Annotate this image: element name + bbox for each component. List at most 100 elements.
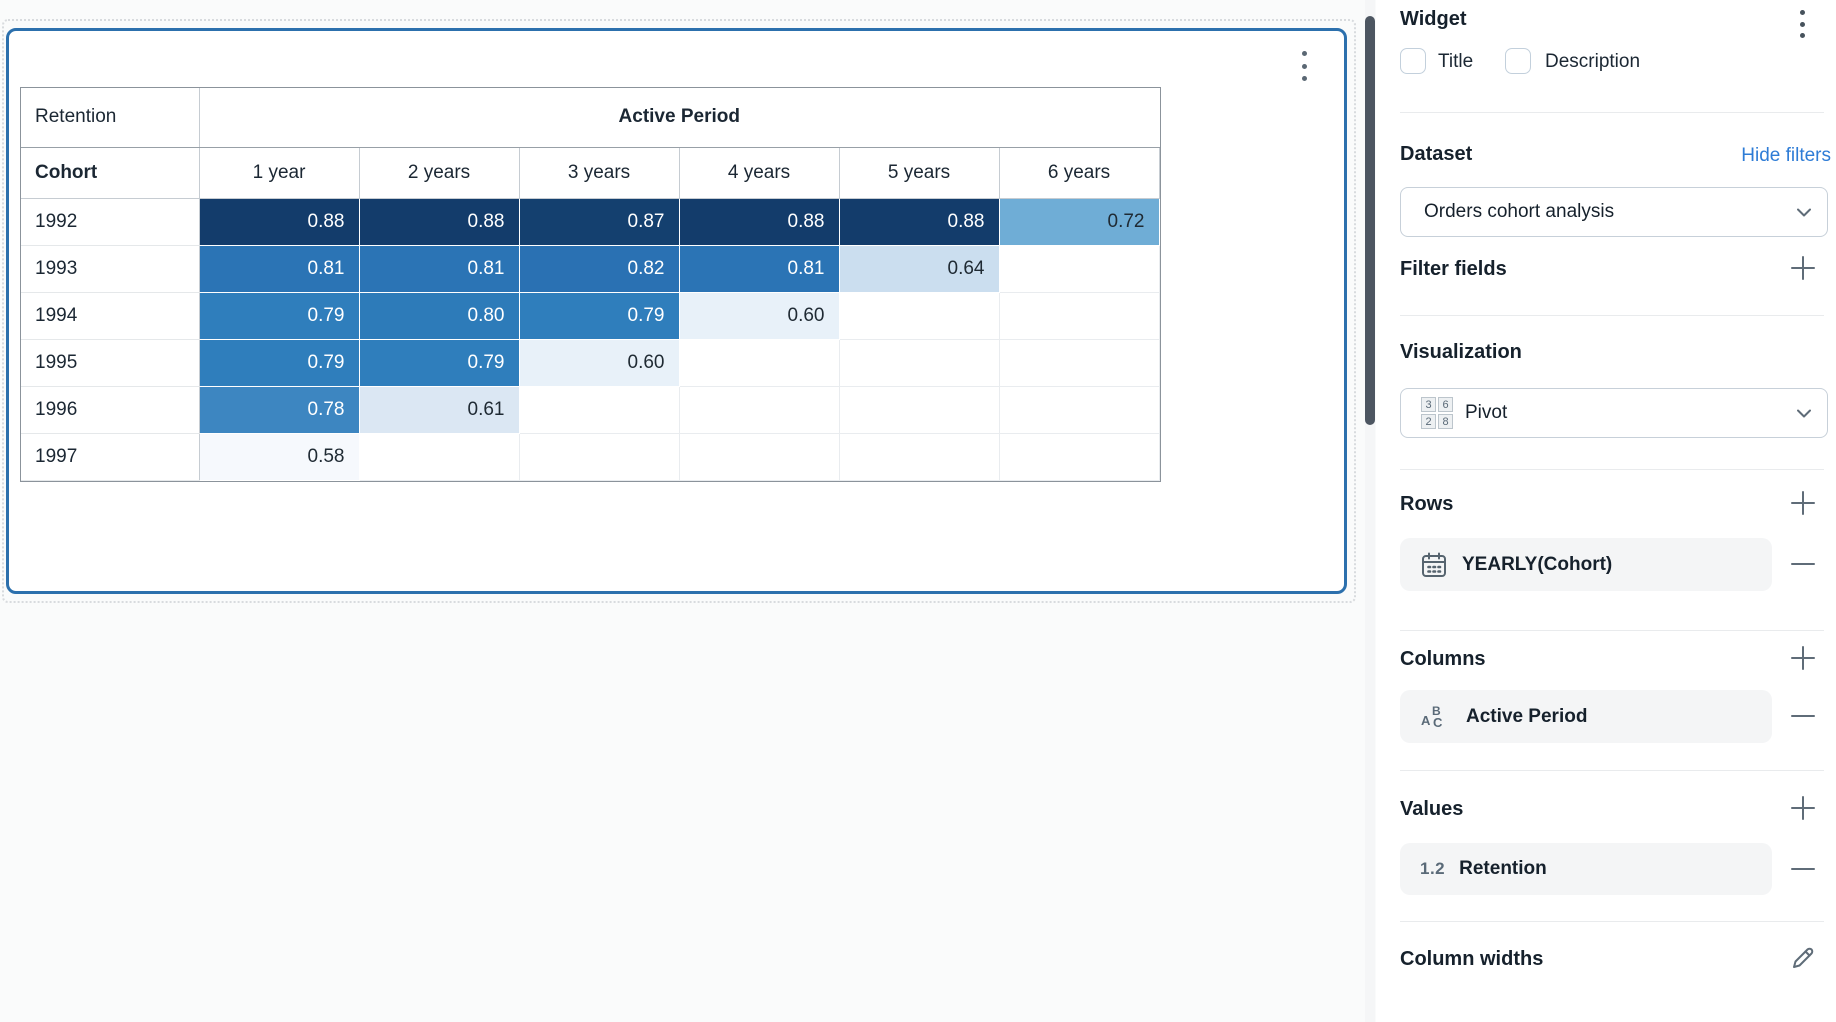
add-filter-field-button[interactable] [1790, 255, 1816, 281]
pivot-column-header: 4 years [678, 147, 840, 199]
pivot-cell: 0.81 [678, 244, 840, 293]
pivot-cell: 0.64 [838, 244, 1000, 293]
pivot-cell-empty [838, 432, 1000, 481]
pivot-cell: 0.88 [838, 197, 1000, 246]
pivot-cell: 0.88 [358, 197, 520, 246]
pivot-row-label: 1997 [21, 433, 200, 481]
pivot-cell: 0.79 [198, 291, 360, 340]
pivot-row: 1995 0.79 0.79 0.60 [21, 338, 1160, 387]
edit-column-widths-button[interactable] [1790, 945, 1816, 971]
values-heading: Values [1400, 798, 1464, 820]
pivot-cell: 0.58 [198, 432, 360, 481]
pivot-cell-empty [678, 338, 840, 387]
add-column-field-button[interactable] [1790, 645, 1816, 671]
pivot-column-group-label: Active Period [199, 88, 1159, 148]
pivot-cell: 0.88 [678, 197, 840, 246]
hide-filters-link[interactable]: Hide filters [1741, 145, 1831, 166]
pivot-cell: 0.80 [358, 291, 520, 340]
selected-widget-card[interactable]: Retention Active Period Cohort 1 year 2 year… [6, 28, 1347, 594]
rows-field-label: YEARLY(Cohort) [1462, 553, 1613, 575]
add-value-field-button[interactable] [1790, 795, 1816, 821]
pivot-cell-empty [838, 338, 1000, 387]
pivot-row-label: 1996 [21, 386, 200, 434]
pivot-cell-empty [838, 385, 1000, 434]
pivot-cell-empty [678, 432, 840, 481]
column-widths-heading: Column widths [1400, 948, 1544, 970]
pivot-cell: 0.79 [198, 338, 360, 387]
dataset-select[interactable]: Orders cohort analysis [1400, 187, 1828, 237]
pivot-measure-label: Retention [21, 88, 200, 148]
minus-icon [1791, 868, 1815, 870]
columns-field-item[interactable]: A B C Active Period [1400, 690, 1772, 743]
dashboard-canvas: Retention Active Period Cohort 1 year 2 year… [2, 0, 1375, 1022]
plus-icon [1791, 491, 1815, 515]
pivot-cell: 0.60 [518, 338, 680, 387]
pivot-cell-empty [518, 385, 680, 434]
widget-settings-panel: Widget Title Description Dataset Hide fi… [1376, 0, 1836, 1022]
divider [1400, 630, 1824, 631]
pivot-cell-empty [838, 291, 1000, 340]
remove-column-field-button[interactable] [1790, 703, 1816, 729]
remove-value-field-button[interactable] [1790, 856, 1816, 882]
pivot-cell: 0.79 [518, 291, 680, 340]
pivot-cell: 0.82 [518, 244, 680, 293]
rows-field-item[interactable]: YEARLY(Cohort) [1400, 538, 1772, 591]
add-row-field-button[interactable] [1790, 490, 1816, 516]
plus-icon [1791, 646, 1815, 670]
canvas-scrollbar-thumb[interactable] [1365, 16, 1375, 425]
calendar-icon [1422, 552, 1446, 577]
pivot-row: 1996 0.78 0.61 [21, 385, 1160, 434]
grid-cell-outline [2, 19, 1356, 603]
chevron-down-icon [1797, 208, 1811, 216]
pivot-cell-empty [998, 244, 1160, 293]
pivot-cell: 0.61 [358, 385, 520, 434]
pivot-cell: 0.87 [518, 197, 680, 246]
pivot-cell: 0.79 [358, 338, 520, 387]
pivot-row-dimension-label: Cohort [21, 147, 200, 199]
plus-icon [1791, 256, 1815, 280]
pivot-column-header: 2 years [358, 147, 520, 199]
columns-heading: Columns [1400, 648, 1486, 670]
pivot-cell-empty [678, 385, 840, 434]
divider [1400, 921, 1824, 922]
pivot-cell-empty [998, 385, 1160, 434]
minus-icon [1791, 715, 1815, 717]
pivot-column-header: 3 years [518, 147, 680, 199]
visualization-selected-value: Pivot [1465, 402, 1508, 423]
number-field-icon: 1.2 [1420, 859, 1446, 878]
text-field-abc-icon: A B C [1421, 704, 1443, 730]
pivot-cell-empty [998, 432, 1160, 481]
rows-heading: Rows [1400, 493, 1454, 515]
plus-icon [1791, 796, 1815, 820]
description-checkbox[interactable] [1505, 48, 1531, 74]
dataset-heading: Dataset [1400, 143, 1473, 165]
canvas-scrollbar-track [1365, 0, 1375, 1022]
title-checkbox-label[interactable]: Title [1438, 51, 1474, 72]
title-checkbox[interactable] [1400, 48, 1426, 74]
pivot-cell-empty [998, 291, 1160, 340]
pencil-icon [1793, 947, 1814, 968]
divider [1400, 112, 1824, 113]
visualization-heading: Visualization [1400, 341, 1522, 363]
pivot-cell-empty [518, 432, 680, 481]
pivot-column-header: 5 years [838, 147, 1000, 199]
filter-fields-heading: Filter fields [1400, 258, 1507, 280]
pivot-cell-empty [358, 432, 520, 481]
pivot-row-label: 1992 [21, 198, 200, 246]
pivot-column-header: 6 years [998, 147, 1160, 199]
columns-field-label: Active Period [1466, 705, 1588, 727]
panel-menu-kebab-icon[interactable] [1795, 10, 1809, 38]
pivot-cell: 0.60 [678, 291, 840, 340]
remove-row-field-button[interactable] [1790, 551, 1816, 577]
chevron-down-icon [1797, 409, 1811, 417]
pivot-cell: 0.78 [198, 385, 360, 434]
widget-menu-kebab-icon[interactable] [1297, 51, 1311, 81]
values-field-item[interactable]: 1.2 Retention [1400, 843, 1772, 895]
pivot-row: 1994 0.79 0.80 0.79 0.60 [21, 291, 1160, 340]
description-checkbox-label[interactable]: Description [1545, 51, 1641, 72]
pivot-row-label: 1995 [21, 339, 200, 387]
dataset-selected-value: Orders cohort analysis [1424, 201, 1615, 222]
